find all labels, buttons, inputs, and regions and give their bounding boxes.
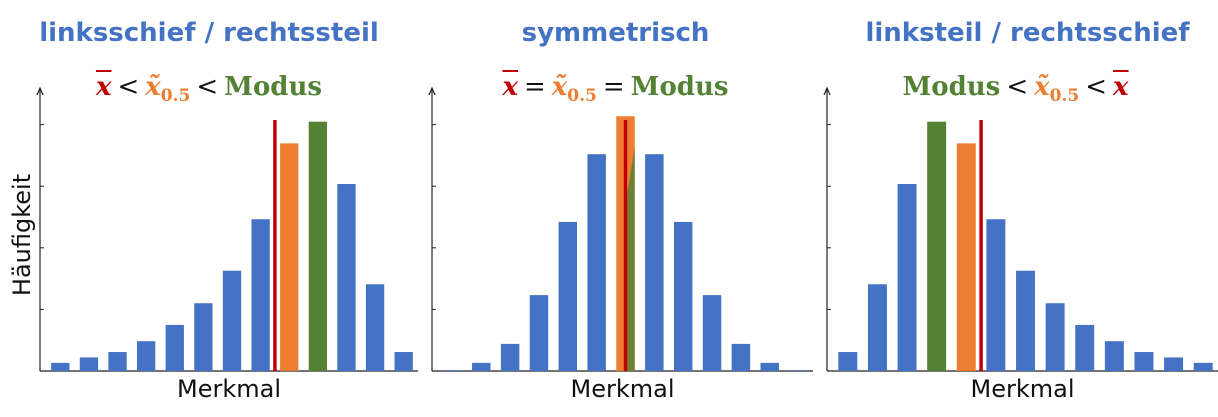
bar (194, 303, 213, 371)
relation-formula: x < x̃0.5 < Modus (0, 72, 418, 106)
mean-symbol: x (95, 72, 112, 102)
bar (1045, 303, 1065, 371)
operator: < (1006, 72, 1029, 102)
operator: < (1085, 72, 1107, 102)
bar (587, 154, 606, 371)
bar (79, 357, 99, 371)
x-axis-label: Merkmal (570, 375, 675, 403)
chart-panel-middle: symmetrisch x = x̃0.5 = Modus Merkmal (418, 0, 813, 417)
chart-title: linksschief / rechtssteil (39, 18, 379, 48)
bar (986, 219, 1006, 371)
bar-median (280, 143, 299, 371)
bar (1193, 362, 1213, 371)
mode-label: Modus (224, 72, 323, 102)
bar (165, 324, 184, 371)
bar (731, 343, 751, 371)
bar (51, 362, 70, 371)
bar (838, 352, 858, 371)
bar (1075, 324, 1095, 371)
y-axis-label: Häufigkeit (8, 173, 36, 297)
relation-formula: Modus < x̃0.5 < x (813, 72, 1218, 106)
operator: = (602, 72, 625, 102)
operator: = (523, 72, 546, 102)
median-symbol: x̃0.5 (551, 72, 597, 107)
chart-plot (428, 86, 813, 372)
bar (1104, 341, 1124, 371)
mode-label: Modus (902, 72, 1001, 102)
bar (1164, 357, 1184, 371)
median-symbol: x̃0.5 (1034, 72, 1080, 107)
bar (897, 184, 917, 371)
bar-mode (927, 121, 947, 372)
chart-panel-left: linksschief / rechtssteil x < x̃0.5 < Modus … (0, 0, 418, 417)
median-symbol: x̃0.5 (145, 72, 191, 107)
bar (673, 221, 693, 371)
chart-title: symmetrisch (521, 18, 710, 48)
y-axis-arrow (823, 86, 831, 96)
operator: < (196, 72, 219, 102)
bar (365, 284, 385, 371)
x-axis-label: Merkmal (177, 375, 281, 403)
bar (558, 221, 578, 371)
bar (1134, 352, 1154, 371)
bar (472, 362, 491, 371)
bar (136, 341, 156, 371)
chart-panel-right: linksteil / rechtsschief Modus < x̃0.5 < x M… (813, 0, 1218, 417)
bar (645, 154, 664, 371)
bar (222, 270, 242, 371)
bar (529, 295, 549, 371)
mean-symbol: x (502, 72, 518, 102)
y-axis-arrow (36, 86, 44, 96)
bar (867, 284, 887, 371)
bar (251, 219, 270, 371)
bar-mode-overlay (625, 146, 635, 371)
bar (394, 352, 413, 371)
bar (443, 370, 462, 371)
chart-title: linksteil / rechtsschief (865, 18, 1190, 48)
bar (1016, 270, 1035, 371)
x-axis-label: Merkmal (970, 375, 1075, 403)
bar-mode (308, 121, 328, 372)
bar (702, 295, 722, 371)
bar (500, 343, 520, 371)
mean-symbol: x (1113, 72, 1129, 102)
bar-median (956, 143, 976, 371)
relation-formula: x = x̃0.5 = Modus (418, 72, 813, 106)
bar (760, 362, 779, 371)
operator: < (117, 72, 140, 102)
bar (108, 352, 127, 371)
mode-label: Modus (630, 72, 729, 102)
bar (789, 370, 808, 371)
chart-plot (823, 86, 1218, 372)
chart-plot (36, 86, 418, 372)
bar (337, 184, 356, 371)
y-axis-arrow (428, 86, 436, 96)
